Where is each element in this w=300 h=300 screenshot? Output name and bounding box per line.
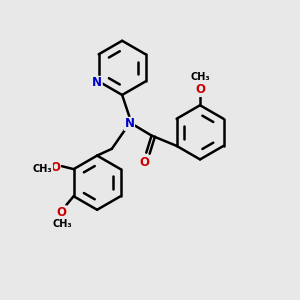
Text: O: O xyxy=(195,83,205,97)
Text: N: N xyxy=(92,76,102,89)
Text: CH₃: CH₃ xyxy=(52,219,72,229)
Text: N: N xyxy=(124,117,134,130)
Text: CH₃: CH₃ xyxy=(190,72,210,82)
Text: O: O xyxy=(140,156,150,169)
Text: O: O xyxy=(57,206,67,219)
Text: O: O xyxy=(50,161,60,174)
Text: CH₃: CH₃ xyxy=(33,164,52,174)
